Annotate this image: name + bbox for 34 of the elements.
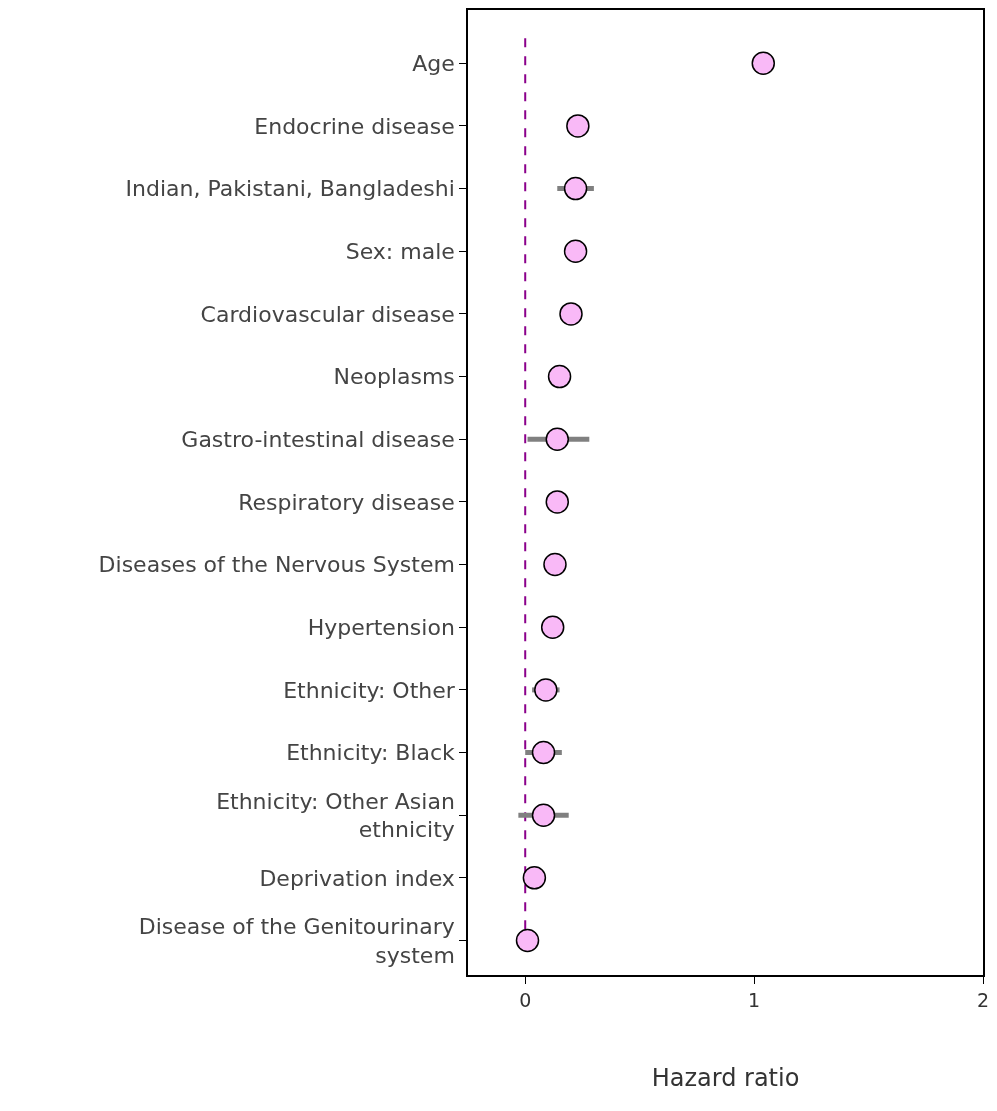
y-tick-label: Disease of the Genitourinary system bbox=[138, 913, 455, 968]
point bbox=[545, 490, 570, 514]
y-tick-label: Neoplasms bbox=[333, 364, 455, 390]
x-tick-label: 1 bbox=[748, 988, 761, 1011]
y-tick-label: Endocrine disease bbox=[254, 113, 455, 139]
x-axis-title: Hazard ratio bbox=[651, 1064, 800, 1093]
point bbox=[566, 114, 590, 138]
x-tick-label: 2 bbox=[976, 988, 990, 1011]
y-tick-label: Ethnicity: Other Asian ethnicity bbox=[216, 788, 455, 843]
point bbox=[540, 615, 565, 639]
x-tick-label: 0 bbox=[519, 988, 532, 1011]
y-tick-label: Sex: male bbox=[345, 238, 455, 264]
y-tick-label: Hypertension bbox=[307, 614, 455, 640]
y-tick-label: Deprivation index bbox=[259, 865, 455, 891]
y-tick-label: Diseases of the Nervous System bbox=[98, 552, 455, 578]
point bbox=[751, 51, 776, 75]
y-tick-label: Cardiovascular disease bbox=[200, 301, 455, 327]
point bbox=[534, 678, 558, 702]
point bbox=[563, 176, 588, 201]
point bbox=[531, 803, 556, 827]
y-tick-label: Age bbox=[412, 50, 455, 76]
y-tick-label: Gastro-intestinal disease bbox=[181, 426, 455, 452]
point bbox=[543, 552, 567, 577]
point bbox=[545, 427, 570, 451]
point bbox=[563, 239, 588, 263]
y-tick-label: Indian, Pakistani, Bangladeshi bbox=[125, 176, 455, 202]
y-tick-label: Ethnicity: Other bbox=[283, 677, 456, 703]
y-tick-label: Ethnicity: Black bbox=[286, 740, 456, 766]
point bbox=[522, 866, 547, 890]
point bbox=[547, 364, 572, 389]
point bbox=[531, 740, 556, 765]
point bbox=[515, 928, 540, 953]
point bbox=[559, 302, 583, 326]
y-tick-label: Respiratory disease bbox=[238, 489, 455, 515]
